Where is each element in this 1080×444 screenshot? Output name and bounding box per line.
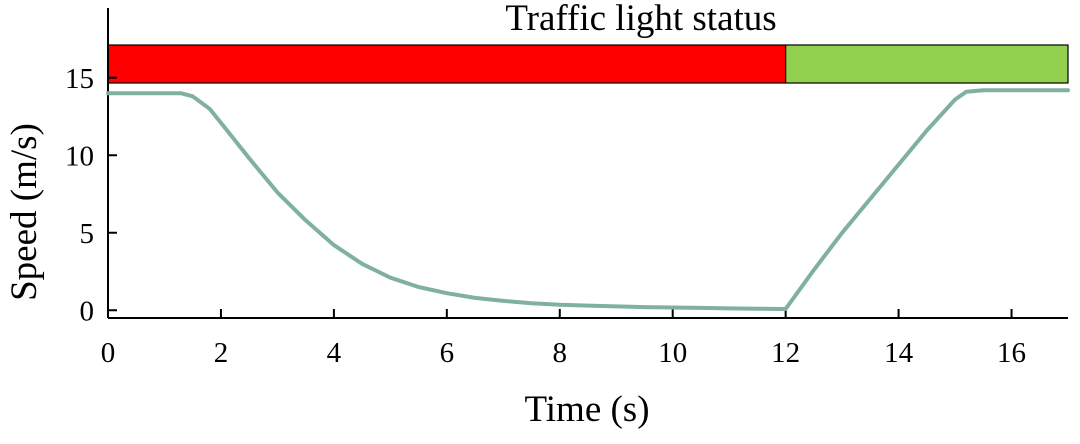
x-tick-label: 10	[658, 337, 687, 369]
x-tick-label: 16	[997, 337, 1026, 369]
y-axis-title: Speed (m/s)	[4, 123, 45, 301]
y-tick-label: 15	[65, 63, 94, 95]
speed-line	[106, 88, 1070, 311]
x-tick-label: 4	[327, 337, 342, 369]
traffic-light-green-segment	[785, 44, 1069, 84]
tick-labels: 0 2 4 6 8 10 12 14 16 0 5 10 15	[65, 63, 1026, 369]
x-tick-label: 12	[771, 337, 800, 369]
x-axis-title: Time (s)	[524, 389, 649, 430]
y-tick-label: 5	[80, 218, 95, 250]
x-tick-label: 14	[884, 337, 914, 369]
chart-title: Traffic light status	[505, 0, 776, 39]
x-tick-label: 8	[553, 337, 568, 369]
y-tick-label: 0	[80, 295, 95, 327]
x-tick-label: 2	[214, 337, 229, 369]
speed-series	[106, 88, 1070, 311]
y-tick-label: 10	[65, 140, 94, 172]
axes	[107, 8, 1068, 319]
traffic-light-red-segment	[107, 44, 787, 84]
traffic-light-bar	[107, 44, 1069, 84]
x-tick-label: 0	[101, 337, 116, 369]
x-tick-label: 6	[440, 337, 455, 369]
